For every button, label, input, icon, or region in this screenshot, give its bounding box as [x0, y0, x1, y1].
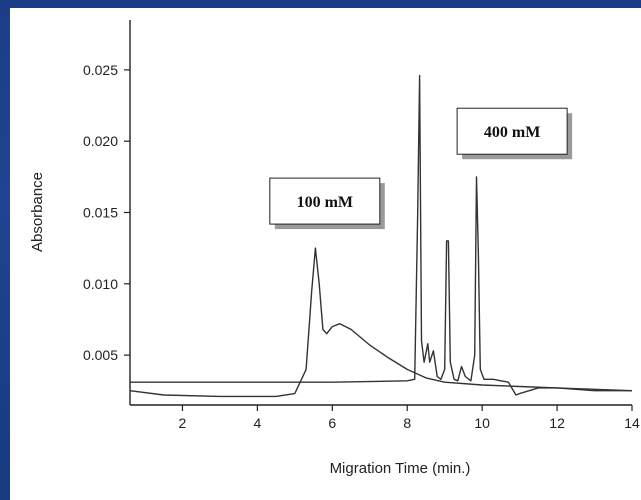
annotation-2: 400 mM [456, 107, 573, 160]
x-tick-label: 2 [179, 415, 187, 431]
x-axis-title: Migration Time (min.) [330, 460, 471, 477]
annotation-label: 100 mM [297, 194, 353, 211]
y-axis-title: Absorbance [29, 172, 46, 252]
series-line-1 [129, 247, 633, 398]
annotations: 100 mM 400 mM [269, 107, 573, 230]
chart-background [10, 8, 641, 500]
y-tick-label: 0.015 [83, 205, 118, 221]
annotation-box [269, 177, 381, 225]
x-ticks: 2 4 6 8 10 12 14 [179, 405, 640, 431]
y-tick-label: 0.010 [83, 276, 118, 292]
series-group [129, 74, 633, 398]
y-tick-label: 0.005 [83, 347, 118, 363]
x-tick-label: 4 [253, 415, 261, 431]
annotation-label: 400 mM [484, 124, 540, 141]
annotation-1: 100 mM [269, 177, 385, 230]
annotation-box [456, 107, 568, 155]
x-tick-label: 6 [328, 415, 336, 431]
y-tick-label: 0.025 [83, 62, 118, 78]
x-tick-label: 8 [403, 415, 411, 431]
x-tick-label: 14 [624, 415, 640, 431]
y-tick-label: 0.020 [83, 133, 118, 149]
y-ticks: 0.005 0.010 0.015 0.020 0.025 [83, 62, 130, 363]
series-line-2 [130, 74, 632, 396]
x-tick-label: 12 [549, 415, 565, 431]
x-tick-label: 10 [474, 415, 490, 431]
